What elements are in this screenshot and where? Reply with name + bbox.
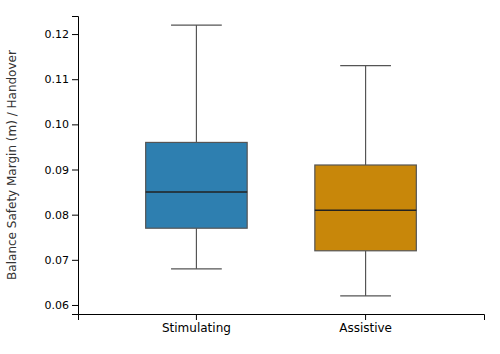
whisker-high — [365, 66, 366, 165]
median — [315, 209, 417, 211]
cap-high — [171, 24, 222, 25]
x-axis: Stimulating Assistive — [79, 314, 485, 335]
x-tick: Stimulating — [162, 314, 231, 335]
cap-low — [171, 268, 222, 269]
y-tick-label: 0.12 — [45, 28, 70, 41]
box-group — [146, 25, 248, 269]
y-axis-title: Balance Safety Margin (m) / Handover — [5, 50, 19, 280]
cap-low — [340, 295, 391, 296]
y-tick-mark — [72, 34, 78, 35]
y-tick-mark — [72, 260, 78, 261]
median — [146, 191, 248, 193]
y-tick-label: 0.09 — [45, 164, 70, 177]
box — [146, 142, 248, 228]
y-tick-mark — [72, 79, 78, 80]
plot: 0.06 0.07 0.08 0.09 0.10 0.11 0.12 Stimulating A… — [5, 17, 485, 335]
whisker-high — [196, 25, 197, 142]
y-tick: 0.07 — [45, 254, 79, 267]
x-tick-mark — [196, 314, 197, 320]
y-tick: 0.08 — [45, 209, 79, 222]
y-tick-mark — [72, 215, 78, 216]
y-tick: 0.06 — [45, 299, 79, 312]
y-tick-label: 0.08 — [45, 209, 70, 222]
y-tick-mark — [72, 305, 78, 306]
y-tick: 0.11 — [45, 73, 79, 86]
x-axis-line — [79, 315, 485, 321]
y-tick-label: 0.07 — [45, 254, 70, 267]
x-tick-label: Stimulating — [162, 321, 231, 335]
y-tick: 0.09 — [45, 164, 79, 177]
x-tick: Assistive — [339, 314, 392, 335]
y-tick-label: 0.11 — [45, 73, 70, 86]
y-tick-mark — [72, 170, 78, 171]
whisker-low — [196, 228, 197, 269]
x-tick-label: Assistive — [339, 321, 392, 335]
whisker-low — [365, 251, 366, 296]
y-tick-label: 0.06 — [45, 299, 70, 312]
y-tick: 0.10 — [45, 118, 79, 131]
box-group — [315, 66, 417, 296]
y-axis-line — [72, 17, 79, 315]
x-tick-mark — [365, 314, 366, 320]
y-axis: 0.06 0.07 0.08 0.09 0.10 0.11 0.12 — [45, 17, 79, 315]
y-tick-mark — [72, 124, 78, 125]
cap-high — [340, 65, 391, 66]
box — [315, 165, 417, 251]
y-tick-label: 0.10 — [45, 118, 70, 131]
y-tick: 0.12 — [45, 28, 79, 41]
chart: 0.06 0.07 0.08 0.09 0.10 0.11 0.12 Stimulating A… — [0, 0, 500, 354]
boxes — [146, 25, 417, 296]
